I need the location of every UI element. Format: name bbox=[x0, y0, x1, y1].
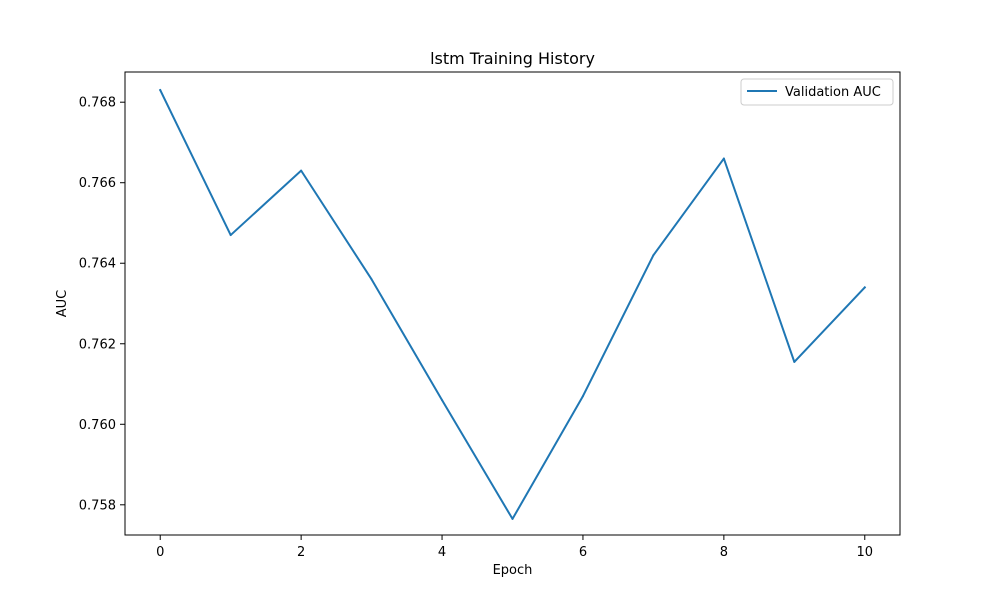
x-tick-label: 8 bbox=[720, 545, 728, 560]
y-axis-label: AUC bbox=[55, 290, 70, 318]
y-tick-label: 0.768 bbox=[79, 96, 116, 111]
legend-label-validation-auc: Validation AUC bbox=[785, 85, 881, 100]
data-point bbox=[370, 278, 373, 281]
x-tick-label: 0 bbox=[156, 545, 164, 560]
data-point bbox=[652, 254, 655, 257]
legend: Validation AUC bbox=[740, 78, 894, 106]
x-tick-label: 10 bbox=[856, 545, 873, 560]
y-tick-label: 0.762 bbox=[79, 337, 116, 352]
data-point bbox=[722, 157, 725, 160]
y-tick-label: 0.764 bbox=[79, 257, 116, 272]
x-tick-label: 2 bbox=[297, 545, 305, 560]
plot-frame bbox=[124, 71, 901, 536]
y-tick-label: 0.766 bbox=[79, 176, 116, 191]
data-point bbox=[300, 169, 303, 172]
y-tick-label: 0.760 bbox=[79, 418, 116, 433]
x-tick-label: 6 bbox=[579, 545, 587, 560]
legend-box bbox=[740, 78, 894, 106]
chart-title: lstm Training History bbox=[430, 49, 595, 68]
data-point bbox=[441, 399, 444, 402]
data-point bbox=[793, 360, 796, 363]
x-tick-label: 4 bbox=[438, 545, 446, 560]
data-point bbox=[581, 395, 584, 398]
data-point bbox=[863, 286, 866, 289]
data-point bbox=[159, 89, 162, 92]
y-tick-label: 0.758 bbox=[79, 498, 116, 513]
x-axis-label: Epoch bbox=[493, 563, 533, 578]
data-point bbox=[229, 234, 232, 237]
plot-area: 0 2 4 6 8 10 0.758 0.760 0.762 0.764 0.766 0.768 bbox=[79, 88, 873, 560]
data-point bbox=[511, 517, 514, 520]
